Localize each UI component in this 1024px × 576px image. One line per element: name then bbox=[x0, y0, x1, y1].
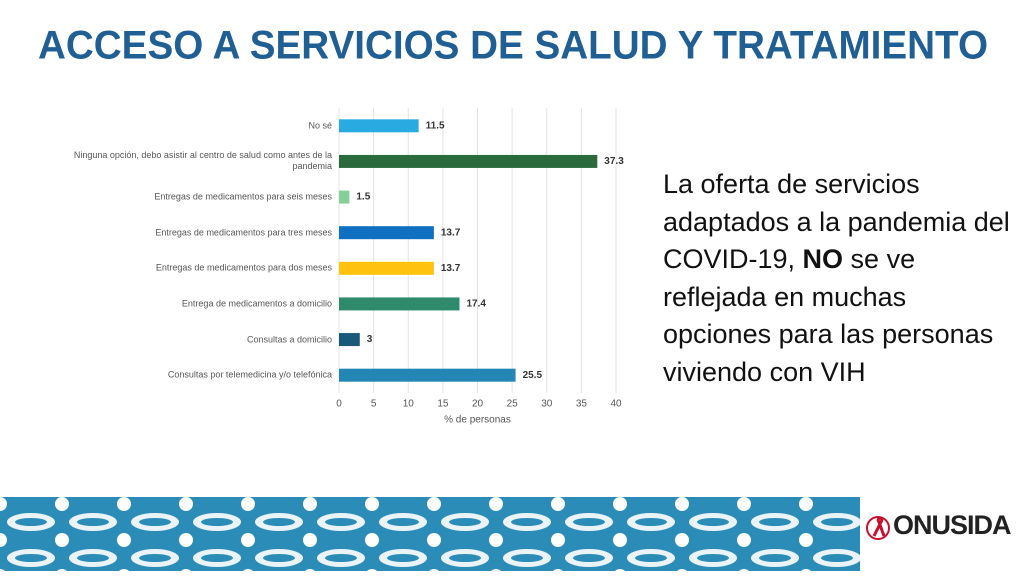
value-label: 13.7 bbox=[441, 263, 461, 274]
bar bbox=[339, 297, 460, 311]
bar bbox=[339, 226, 434, 240]
x-tick-label: 35 bbox=[576, 399, 588, 410]
value-label: 13.7 bbox=[441, 227, 461, 238]
bar bbox=[339, 119, 419, 133]
x-axis-label: % de personas bbox=[444, 415, 511, 426]
y-tick-label: No sé bbox=[308, 120, 332, 131]
y-tick-label: Entregas de medicamentos para seis meses bbox=[154, 191, 332, 202]
bar bbox=[339, 261, 434, 275]
value-label: 3 bbox=[367, 334, 373, 345]
text-part: se ve reflejada en muchas opciones para … bbox=[663, 244, 994, 387]
bar bbox=[339, 368, 516, 382]
logo: ONUSIDA bbox=[893, 510, 1012, 540]
banner bbox=[0, 497, 860, 571]
value-label: 1.5 bbox=[356, 192, 370, 203]
side-text: La oferta de servicios adaptados a la pa… bbox=[663, 166, 1013, 391]
logo-icon bbox=[866, 516, 890, 540]
x-tick-label: 10 bbox=[403, 399, 415, 410]
x-tick-label: 20 bbox=[472, 399, 484, 410]
y-tick-label: Entregas de medicamentos para dos meses bbox=[155, 262, 332, 273]
x-tick-label: 25 bbox=[507, 399, 519, 410]
value-label: 17.4 bbox=[466, 299, 486, 310]
x-tick-label: 40 bbox=[610, 399, 622, 410]
x-tick-label: 15 bbox=[437, 399, 449, 410]
y-tick-label: Entrega de medicamentos a domicilio bbox=[181, 298, 332, 309]
x-tick-label: 30 bbox=[541, 399, 553, 410]
value-label: 11.5 bbox=[426, 120, 445, 131]
y-tick-label: Consultas por telemedicina y/o telefónic… bbox=[167, 369, 332, 380]
bar bbox=[339, 190, 350, 204]
y-tick-label: Entregas de medicamentos para tres meses bbox=[155, 227, 332, 238]
bar bbox=[339, 154, 598, 168]
y-tick-label: Ninguna opción, debo asistir al centro d… bbox=[73, 150, 332, 172]
text-part: La oferta de servicios adaptados a la pa… bbox=[663, 169, 1010, 274]
x-tick-label: 0 bbox=[336, 399, 342, 410]
bar bbox=[339, 333, 360, 347]
value-label: 37.3 bbox=[604, 156, 624, 167]
value-label: 25.5 bbox=[523, 370, 543, 381]
slide-title: ACCESO A SERVICIOS DE SALUD Y TRATAMIENT… bbox=[38, 24, 988, 68]
y-tick-label: Consultas a domicilio bbox=[246, 334, 332, 345]
text-emphasis: NO bbox=[802, 244, 844, 274]
x-tick-label: 5 bbox=[371, 399, 377, 410]
